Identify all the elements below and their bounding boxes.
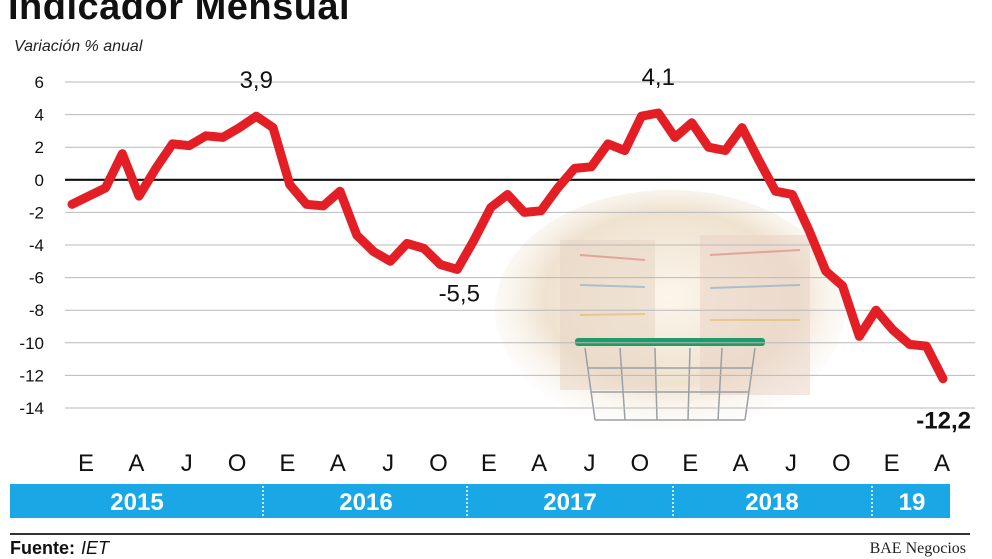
x-tick-label: E: [279, 450, 295, 477]
x-tick-label: J: [181, 450, 193, 477]
x-tick-label: A: [330, 450, 346, 477]
x-tick-label: E: [78, 450, 94, 477]
x-tick-label: A: [128, 450, 144, 477]
data-label: -12,2: [916, 408, 971, 435]
source-label: Fuente:: [10, 538, 75, 558]
year-label: 2015: [110, 489, 163, 516]
x-tick-label: O: [228, 450, 247, 477]
x-tick-label: O: [832, 450, 851, 477]
y-tick-label: -14: [19, 399, 44, 418]
y-tick-label: -4: [29, 236, 44, 255]
y-tick-label: 0: [35, 171, 44, 190]
data-label: 4,1: [642, 64, 675, 91]
year-label: 2016: [339, 489, 392, 516]
x-tick-label: E: [481, 450, 497, 477]
y-tick-label: -10: [19, 334, 44, 353]
x-tick-label: J: [785, 450, 797, 477]
footer-rule: [10, 533, 970, 535]
data-label: -5,5: [439, 280, 480, 307]
publisher-credit: BAE Negocios: [870, 540, 966, 558]
data-label: 3,9: [240, 67, 273, 94]
x-tick-label: J: [584, 450, 596, 477]
year-label: 2018: [745, 489, 798, 516]
x-tick-label: O: [631, 450, 650, 477]
x-tick-label: E: [884, 450, 900, 477]
year-label: 19: [899, 489, 926, 516]
x-tick-label: J: [382, 450, 394, 477]
y-tick-label: 2: [35, 138, 44, 157]
x-tick-label: A: [934, 450, 950, 477]
source-note: Fuente: IET: [10, 538, 109, 559]
y-tick-label: 4: [35, 106, 44, 125]
y-tick-label: -6: [29, 269, 44, 288]
x-tick-label: A: [733, 450, 749, 477]
x-tick-label: A: [531, 450, 547, 477]
x-tick-label: O: [429, 450, 448, 477]
source-value: IET: [81, 538, 109, 558]
line-chart: 6 4 2 0 -2 -4 -6 -8 -10 -12 -14 3,9 -5,5 4,1 -12,2 E A…: [0, 0, 992, 530]
y-tick-label: -12: [19, 366, 44, 385]
y-tick-label: -8: [29, 301, 44, 320]
year-label: 2017: [543, 489, 596, 516]
y-tick-label: -2: [29, 203, 44, 222]
y-tick-label: 6: [35, 73, 44, 92]
x-tick-label: E: [682, 450, 698, 477]
